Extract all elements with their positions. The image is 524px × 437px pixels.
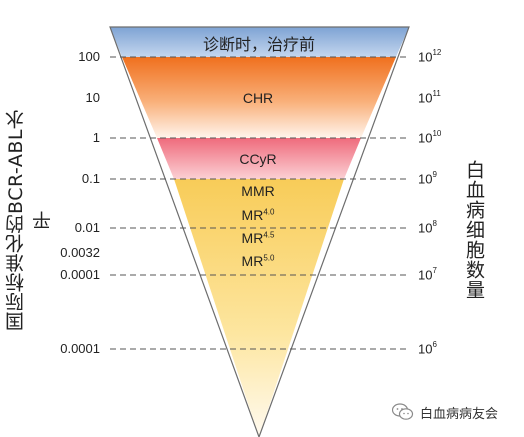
right-tick-1e12-exp: 12 <box>432 48 442 57</box>
band-ccyr <box>157 138 361 179</box>
funnel-outline <box>109 26 410 437</box>
zone-label-mr-4-0: MR4.0 <box>242 207 275 223</box>
zone-label-ccyr: CCyR <box>239 151 277 167</box>
zone-label-mr-5-0-base: MR <box>241 253 264 269</box>
right-tick-1e9: 109 <box>418 170 437 187</box>
zone-label-mmr: MMR <box>241 183 275 199</box>
right-tick-1e9-base: 10 <box>418 171 433 187</box>
right-tick-1e6-base: 10 <box>418 341 433 357</box>
right-axis-title: 白血病细胞数量 <box>463 160 485 300</box>
right-tick-1e7-base: 10 <box>418 267 433 283</box>
right-tick-1e6-exp: 6 <box>432 340 437 349</box>
zone-label-mr-4-5-exp: 4.5 <box>263 230 275 240</box>
left-tick-0-0032: 0.0032 <box>60 245 100 260</box>
watermark: 白血病病友会 <box>392 400 498 424</box>
level-lines <box>110 56 410 350</box>
right-tick-1e11: 1011 <box>418 89 441 106</box>
left-tick-0-0001-lower: 0.0001 <box>60 341 100 356</box>
wechat-icon <box>392 403 414 420</box>
right-tick-1e8-base: 10 <box>418 220 433 236</box>
right-tick-1e6: 106 <box>418 340 437 357</box>
right-tick-1e10-exp: 10 <box>432 129 442 138</box>
zone-label-chr: CHR <box>242 90 274 106</box>
zone-label-mr-5-0: MR5.0 <box>242 253 275 269</box>
right-tick-1e11-exp: 11 <box>432 89 441 98</box>
left-axis-title: 国际标准化的BCR-ABL水平 <box>5 109 54 331</box>
right-tick-1e9-exp: 9 <box>432 170 437 179</box>
right-tick-1e8: 108 <box>418 219 437 236</box>
right-tick-1e12: 1012 <box>418 48 442 65</box>
right-tick-1e10: 1010 <box>418 129 442 146</box>
right-tick-1e12-base: 10 <box>418 49 433 65</box>
diagnosis-label: 诊断时，治疗前 <box>202 35 316 54</box>
band-diagnosis <box>110 27 409 57</box>
right-tick-1e8-exp: 8 <box>432 219 437 228</box>
right-tick-1e11-base: 10 <box>418 90 433 106</box>
zone-label-mr-4-5: MR4.5 <box>242 230 275 246</box>
zone-label-mr-4-0-base: MR <box>241 207 264 223</box>
band-mmr <box>174 179 344 437</box>
left-tick-10: 10 <box>85 90 100 105</box>
right-tick-1e7: 107 <box>418 266 437 283</box>
zone-label-mr-4-0-exp: 4.0 <box>263 207 275 217</box>
left-tick-0-1: 0.1 <box>81 171 100 186</box>
band-chr <box>122 57 396 138</box>
left-tick-1: 1 <box>92 130 100 145</box>
watermark-text: 白血病病友会 <box>420 406 499 422</box>
right-tick-1e10-base: 10 <box>418 130 433 146</box>
zone-label-mr-5-0-exp: 5.0 <box>263 253 275 263</box>
left-tick-0-01: 0.01 <box>74 220 100 235</box>
right-tick-1e7-exp: 7 <box>432 266 437 275</box>
left-tick-100: 100 <box>78 49 100 64</box>
left-tick-0-0001: 0.0001 <box>60 267 100 282</box>
zone-label-mr-4-5-base: MR <box>241 230 264 246</box>
